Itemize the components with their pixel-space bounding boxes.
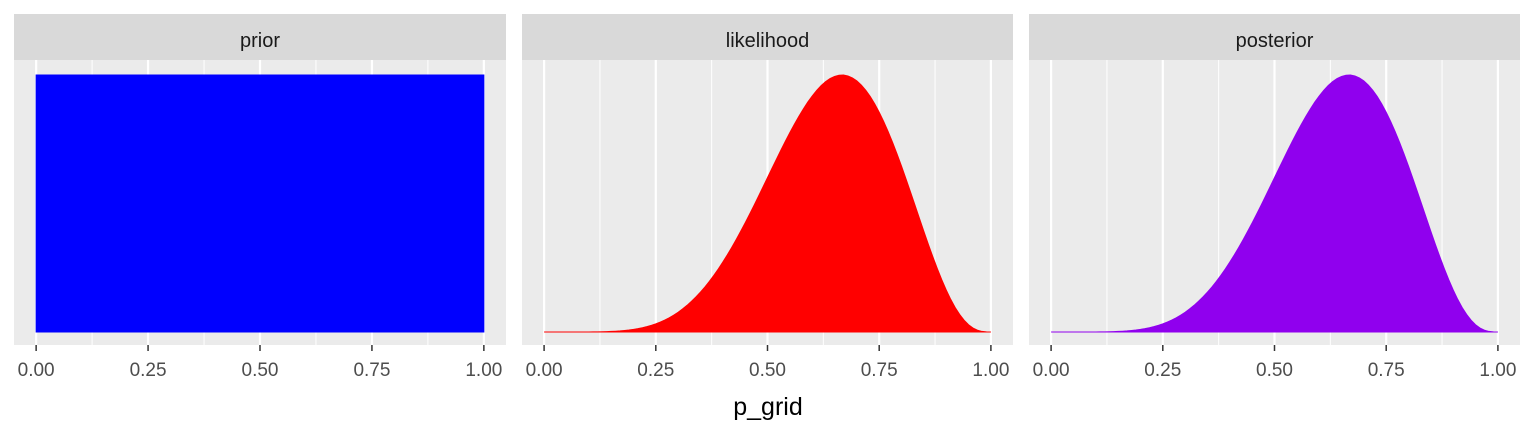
x-tick-label: 0.50 bbox=[242, 360, 279, 381]
x-tick-label: 0.25 bbox=[637, 360, 674, 381]
facet-panel-prior: prior 0.00 0.25 0.50 0.75 1.00 bbox=[14, 14, 506, 381]
area-prior bbox=[35, 74, 485, 333]
x-axis-title: p_grid bbox=[733, 393, 803, 421]
facet-strip bbox=[522, 14, 1013, 60]
x-tick-label: 1.00 bbox=[465, 360, 502, 381]
facet-strip-label: posterior bbox=[1236, 30, 1314, 52]
facet-strip bbox=[1029, 14, 1520, 60]
area-likelihood bbox=[544, 74, 991, 333]
facet-panel-likelihood: likelihood 0.00 0.25 0.50 0.75 1.00 bbox=[522, 14, 1013, 381]
x-tick-label: 0.25 bbox=[130, 360, 167, 381]
x-tick-label: 0.50 bbox=[1256, 360, 1293, 381]
x-tick-label: 0.75 bbox=[353, 360, 390, 381]
x-tick-label: 0.00 bbox=[1033, 360, 1070, 381]
area-posterior bbox=[1051, 74, 1498, 333]
facet-strip-label: prior bbox=[240, 30, 280, 52]
x-tick-label: 0.50 bbox=[749, 360, 786, 381]
x-tick-label: 1.00 bbox=[972, 360, 1009, 381]
x-tick-label: 0.25 bbox=[1144, 360, 1181, 381]
facet-strip bbox=[14, 14, 506, 60]
x-tick-label: 0.75 bbox=[1368, 360, 1405, 381]
x-tick-label: 0.00 bbox=[18, 360, 55, 381]
x-tick-label: 1.00 bbox=[1479, 360, 1516, 381]
x-tick-label: 0.75 bbox=[861, 360, 898, 381]
facet-strip-label: likelihood bbox=[726, 30, 809, 52]
facet-panel-posterior: posterior 0.00 0.25 0.50 0.75 1.00 bbox=[1029, 14, 1520, 381]
x-tick-label: 0.00 bbox=[526, 360, 563, 381]
